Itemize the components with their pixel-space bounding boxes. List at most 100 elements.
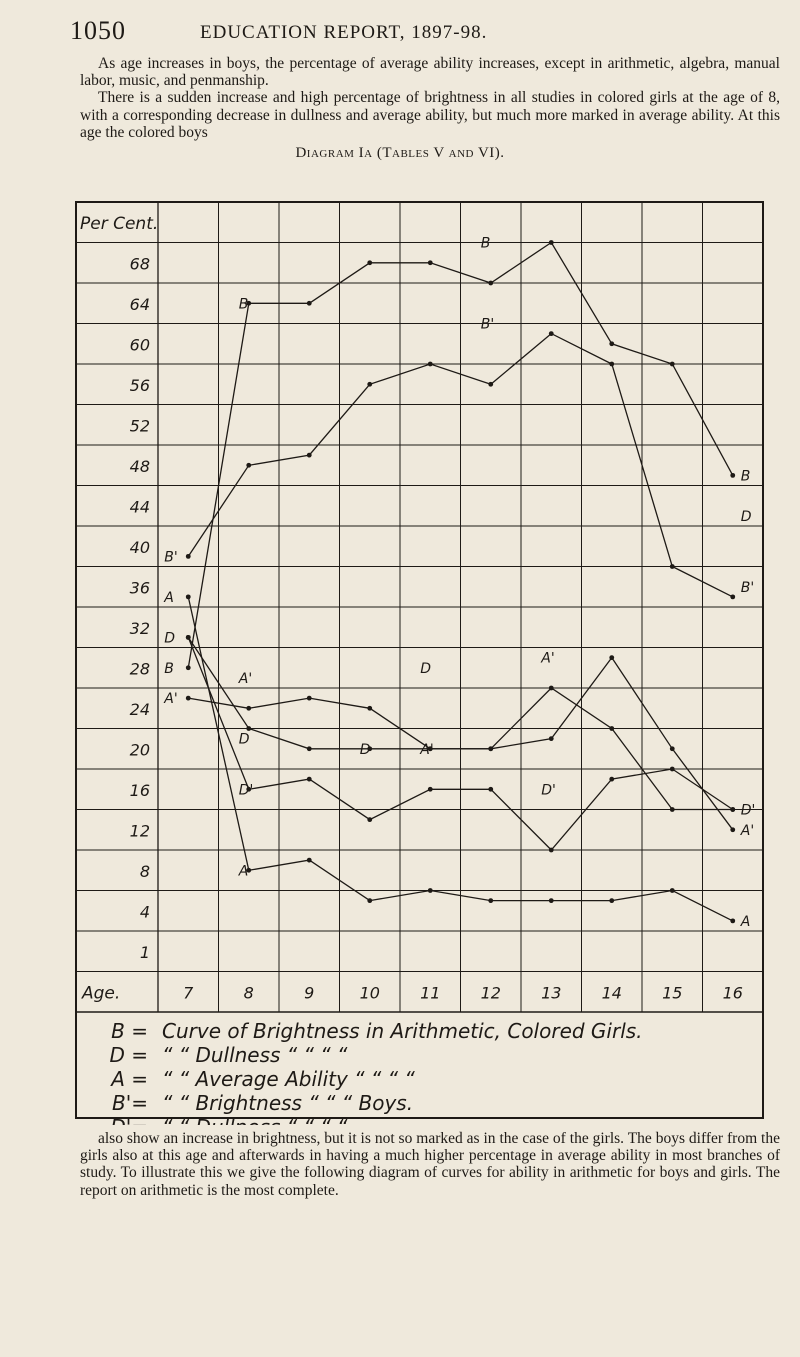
series-point	[609, 898, 614, 903]
y-tick-label: 64	[130, 295, 150, 314]
chart-legend: B = Curve of Brightness in Arithmetic, Co…	[109, 1019, 642, 1125]
series-point	[186, 696, 191, 701]
series-point	[549, 898, 554, 903]
x-tick-label: 15	[662, 984, 682, 1003]
series-point	[367, 260, 372, 265]
y-tick-label: 44	[130, 498, 150, 517]
y-tick-label: 48	[130, 457, 150, 476]
point-label: A'	[740, 823, 754, 839]
series-point	[609, 777, 614, 782]
point-label: A'	[163, 691, 177, 707]
series-point	[186, 635, 191, 640]
series-point	[307, 453, 312, 458]
series-point	[428, 787, 433, 792]
point-label: B	[741, 468, 751, 484]
y-tick-label: 20	[130, 741, 150, 760]
series-point	[730, 827, 735, 832]
series-point	[670, 807, 675, 812]
point-label: B'	[741, 580, 754, 596]
series-point	[549, 686, 554, 691]
point-label: A	[238, 863, 249, 879]
series-point	[670, 564, 675, 569]
point-label: A'	[419, 742, 433, 758]
y-tick-label: 52	[130, 417, 150, 436]
chart-point-labels: BDAB'A'BA'D'ADBB'DD A'A'D'BDB'D'A'A	[163, 236, 755, 930]
point-label: B	[481, 236, 491, 252]
y-tick-label: 56	[130, 376, 150, 395]
series-point	[246, 463, 251, 468]
x-tick-label: 8	[244, 984, 254, 1003]
legend-symbol: B'=	[112, 1091, 148, 1115]
series-point	[670, 362, 675, 367]
series-point	[609, 726, 614, 731]
x-tick-label: 10	[360, 984, 380, 1003]
y-tick-label: 16	[130, 781, 150, 800]
series-point	[670, 888, 675, 893]
outro-text: also show an increase in brightness, but…	[80, 1130, 780, 1199]
series-point	[609, 655, 614, 660]
series-point	[307, 696, 312, 701]
series-point	[549, 240, 554, 245]
point-label: B	[164, 661, 174, 677]
legend-entry: “ “ Dullness “ “ “ “	[162, 1043, 348, 1067]
series-point	[428, 888, 433, 893]
series-point	[307, 746, 312, 751]
series-point	[428, 260, 433, 265]
series-point	[488, 787, 493, 792]
legend-symbol: D'=	[110, 1115, 148, 1125]
series-point	[730, 918, 735, 923]
series-point	[549, 331, 554, 336]
legend-entry: “ “ Brightness “ “ “ Boys.	[162, 1091, 413, 1115]
y-tick-label: 1	[140, 943, 150, 962]
series-point	[730, 473, 735, 478]
y-tick-label: 32	[130, 619, 150, 638]
point-label: D'	[541, 782, 556, 798]
y-tick-label: 36	[130, 579, 150, 598]
y-tick-label: 60	[130, 336, 150, 355]
x-tick-label: 12	[481, 984, 501, 1003]
series-point	[609, 341, 614, 346]
legend-entry: Curve of Brightness in Arithmetic, Color…	[162, 1019, 643, 1043]
series-point	[670, 767, 675, 772]
point-label: B'	[481, 317, 494, 333]
point-label: A	[163, 590, 174, 606]
point-label: B	[239, 296, 249, 312]
point-label: D'	[239, 782, 254, 798]
series-point	[307, 777, 312, 782]
point-label: A'	[540, 651, 554, 667]
legend-symbol: A =	[109, 1067, 148, 1091]
x-tick-label: 14	[602, 984, 622, 1003]
series-point	[367, 706, 372, 711]
y-tick-label: 4	[140, 903, 150, 922]
point-label: A	[740, 914, 751, 930]
arithmetic-ability-chart: Per Cent.6864605652484440363228242016128…	[0, 0, 800, 1125]
outro-paragraph: also show an increase in brightness, but…	[80, 1130, 780, 1199]
series-point	[488, 382, 493, 387]
series-point	[730, 807, 735, 812]
legend-entry: “ “ Average Ability “ “ “ “	[162, 1067, 415, 1091]
series-point	[367, 898, 372, 903]
x-tick-label: 7	[183, 984, 194, 1003]
legend-entry: “ “ Dullness “ “ “ “	[162, 1115, 348, 1125]
y-tick-label: 28	[130, 660, 150, 679]
point-label: B'	[164, 549, 177, 565]
x-tick-label: 13	[541, 984, 561, 1003]
y-axis-label: Per Cent.	[80, 214, 158, 234]
series-point	[730, 594, 735, 599]
y-tick-label: 12	[130, 822, 150, 841]
series-point	[186, 665, 191, 670]
y-tick-label: 68	[130, 255, 150, 274]
point-label: D	[420, 661, 431, 677]
series-point	[609, 362, 614, 367]
x-tick-label: 9	[304, 984, 314, 1003]
y-tick-label: 40	[130, 538, 150, 557]
series-point	[488, 898, 493, 903]
series-point	[670, 746, 675, 751]
series-point	[549, 848, 554, 853]
x-tick-label: 11	[420, 984, 440, 1003]
series-point	[367, 817, 372, 822]
series-point	[186, 554, 191, 559]
point-label: D	[360, 742, 371, 758]
legend-symbol: D =	[109, 1043, 148, 1067]
point-label: D	[239, 732, 250, 748]
